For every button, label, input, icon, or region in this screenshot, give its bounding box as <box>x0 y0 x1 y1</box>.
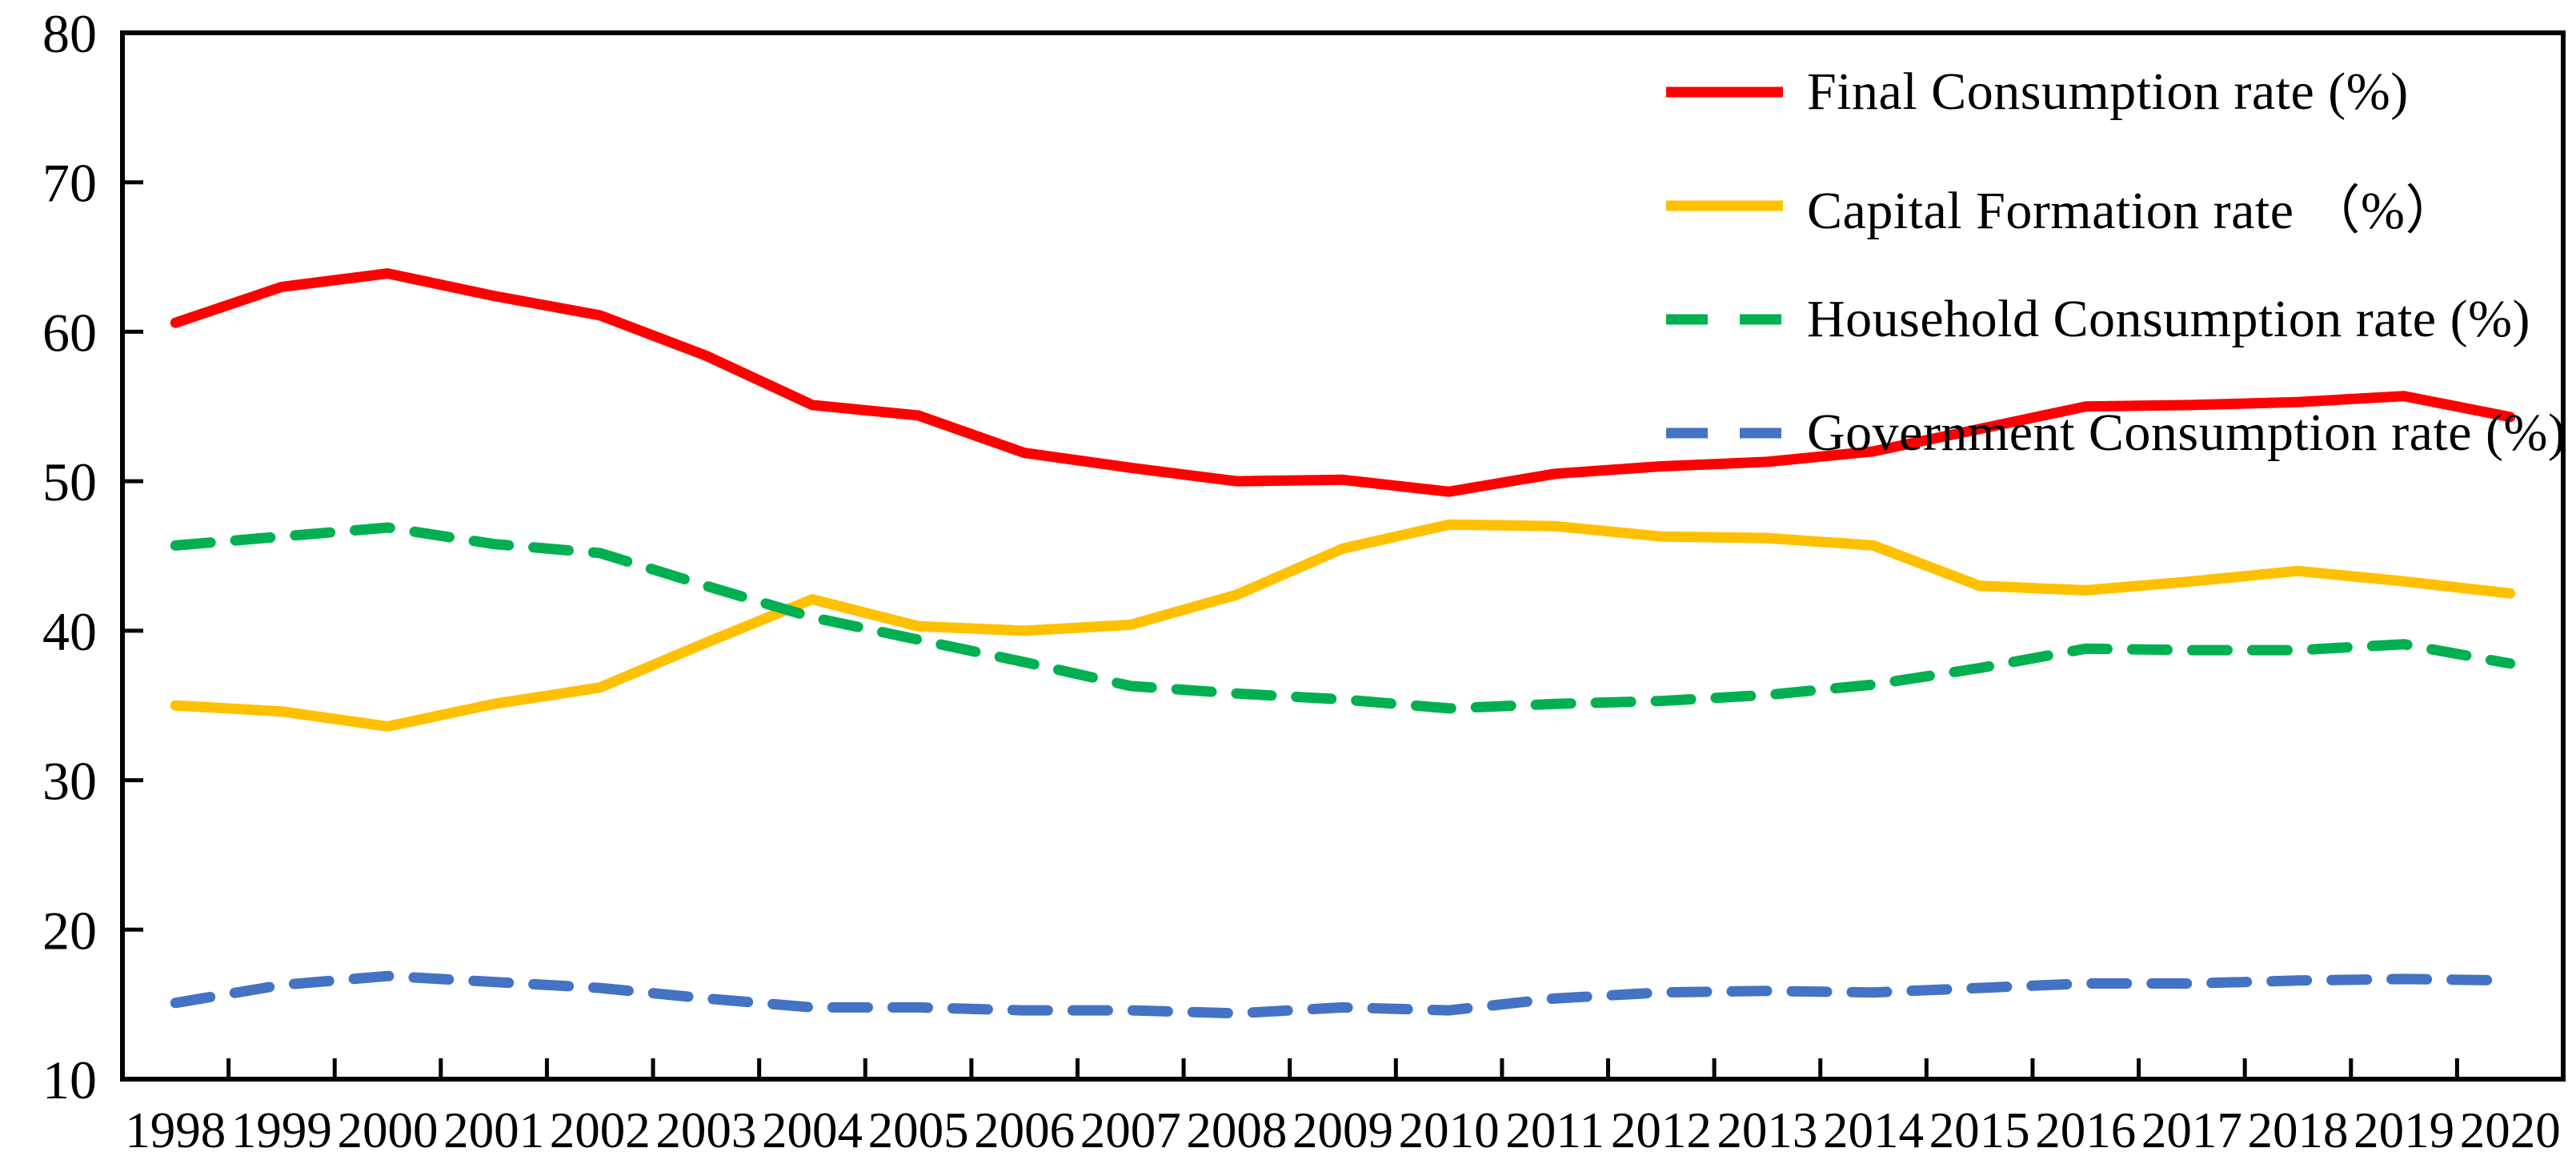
x-axis-tick-label: 2015 <box>1929 1102 2030 1158</box>
x-axis-tick-label: 2004 <box>762 1102 863 1158</box>
x-axis-tick-label: 2007 <box>1080 1102 1181 1158</box>
legend-item: Government Consumption rate (%) <box>1665 376 2566 490</box>
x-axis-tick-label: 2003 <box>655 1102 756 1158</box>
legend-item: Capital Formation rate （%） <box>1665 149 2566 263</box>
legend-label: Government Consumption rate (%) <box>1807 403 2566 462</box>
legend-swatch-icon <box>1666 200 1783 211</box>
x-axis-tick-label: 2016 <box>2035 1102 2136 1158</box>
x-axis-tick-label: 2005 <box>868 1102 969 1158</box>
legend-item: Final Consumption rate (%) <box>1665 35 2566 149</box>
legend: Final Consumption rate (%) Capital Format… <box>1665 35 2566 490</box>
series-line-2 <box>170 522 2516 714</box>
x-axis-tick-label: 2010 <box>1399 1102 1500 1158</box>
x-axis-tick-label: 2014 <box>1823 1102 1924 1158</box>
legend-label: Capital Formation rate （%） <box>1807 182 2458 240</box>
x-axis-tick-label: 2011 <box>1505 1102 1604 1158</box>
series-line-1 <box>170 519 2516 732</box>
y-axis-tick-label: 40 <box>42 601 97 662</box>
y-axis-tick-label: 10 <box>42 1050 97 1110</box>
x-axis-tick-label: 2017 <box>2141 1102 2242 1158</box>
legend-label: Household Consumption rate (%) <box>1807 290 2531 348</box>
legend-swatch-icon <box>1666 314 1783 325</box>
legend-swatch-icon <box>1666 86 1783 98</box>
x-axis-tick-label: 2019 <box>2354 1102 2454 1158</box>
x-axis-tick-label: 1998 <box>125 1102 226 1158</box>
x-axis-tick-label: 2009 <box>1292 1102 1393 1158</box>
x-axis-tick-label: 2018 <box>2247 1102 2348 1158</box>
legend-item: Household Consumption rate (%) <box>1665 263 2566 376</box>
x-axis-tick-label: 2006 <box>974 1102 1075 1158</box>
x-axis-tick-label: 2000 <box>338 1102 439 1158</box>
legend-swatch-icon <box>1666 427 1783 439</box>
x-axis-tick-label: 1999 <box>231 1102 332 1158</box>
series-line-0 <box>170 268 2516 497</box>
legend-label: Final Consumption rate (%) <box>1807 62 2409 121</box>
axis-frame <box>120 30 2566 1082</box>
y-axis-tick-label: 50 <box>42 452 97 512</box>
x-axis-tick-label: 2001 <box>443 1102 544 1158</box>
x-axis-tick-label: 2008 <box>1186 1102 1287 1158</box>
x-axis-tick-label: 2012 <box>1611 1102 1712 1158</box>
y-axis-tick-label: 20 <box>42 900 97 961</box>
y-axis-tick-label: 80 <box>42 3 97 64</box>
x-axis-tick-label: 2020 <box>2460 1102 2561 1158</box>
x-axis-tick-label: 2002 <box>550 1102 651 1158</box>
x-axis-tick-label: 2013 <box>1717 1102 1817 1158</box>
y-axis-tick-label: 30 <box>42 751 97 812</box>
y-axis-tick-label: 60 <box>42 302 97 363</box>
y-axis-tick-label: 70 <box>42 153 97 214</box>
series-line-3 <box>170 970 2516 1019</box>
